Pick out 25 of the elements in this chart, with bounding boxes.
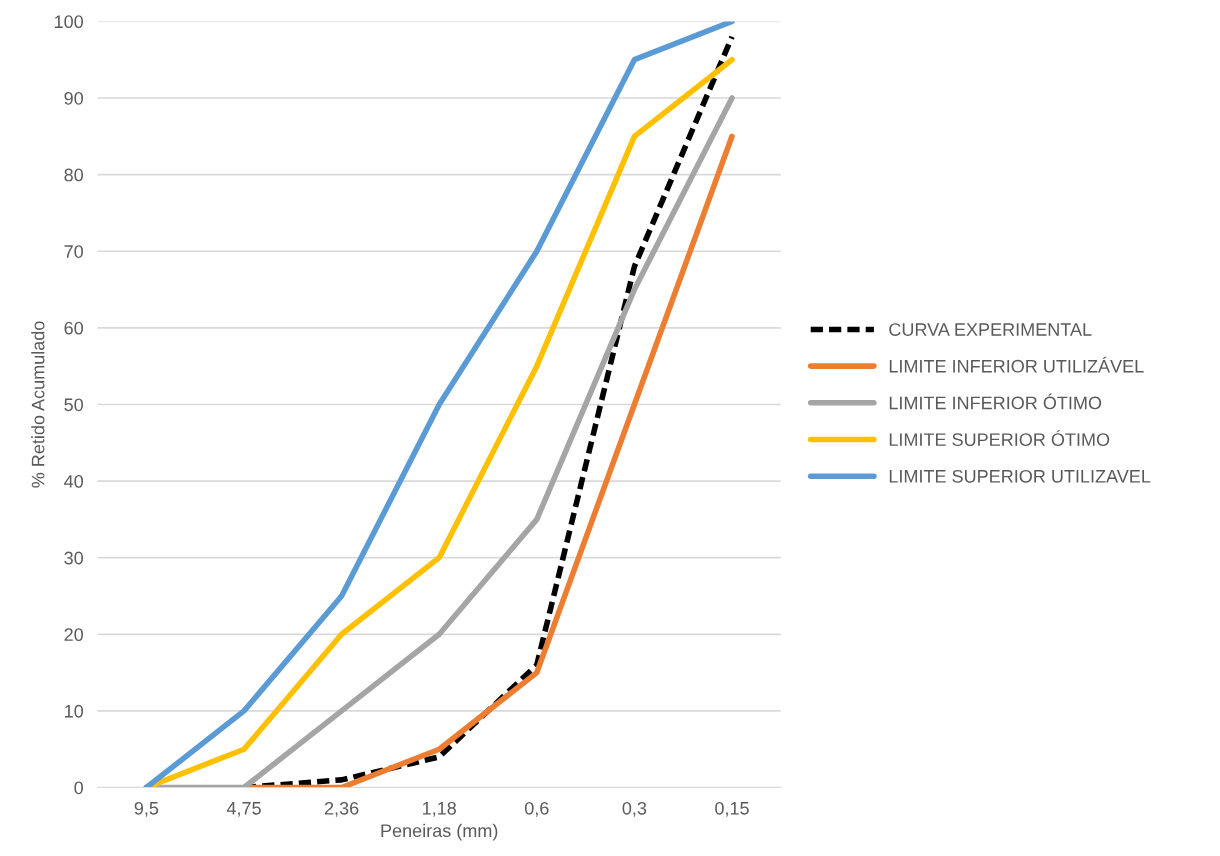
y-tick-label: 0 (74, 781, 84, 795)
y-tick-label: 30 (64, 551, 84, 565)
y-tick-label: 80 (64, 168, 84, 182)
x-tick-label: 9,5 (134, 801, 159, 817)
x-tick-label: 0,3 (622, 801, 647, 817)
y-tick-label: 10 (65, 704, 84, 718)
x-tick-label: 0,15 (715, 801, 749, 817)
legend-label: CURVA EXPERIMENTAL (889, 323, 1092, 336)
x-tick-label: 1,18 (423, 801, 456, 817)
y-tick-label: 90 (64, 91, 84, 105)
x-tick-label: 0,6 (524, 801, 549, 817)
y-tick-label: 40 (64, 475, 84, 488)
x-tick-label: 4,75 (226, 802, 261, 817)
x-tick-label: 2,36 (324, 801, 359, 817)
y-tick-label: 20 (64, 628, 84, 642)
y-tick-label: 70 (64, 245, 84, 258)
legend-label: LIMITE SUPERIOR UTILIZAVEL (889, 469, 1151, 483)
y-tick-label: 60 (64, 321, 84, 335)
legend-label: LIMITE SUPERIOR ÓTIMO (889, 430, 1110, 446)
legend-label: LIMITE INFERIOR UTILIZÁVEL (889, 356, 1144, 373)
x-axis-title: Peneiras (mm) (381, 823, 498, 841)
y-axis-title: % Retido Acumulado (31, 321, 45, 488)
legend-label: LIMITE INFERIOR ÓTIMO (889, 393, 1102, 410)
y-tick-label: 50 (64, 398, 84, 412)
y-tick-label: 100 (54, 15, 84, 29)
